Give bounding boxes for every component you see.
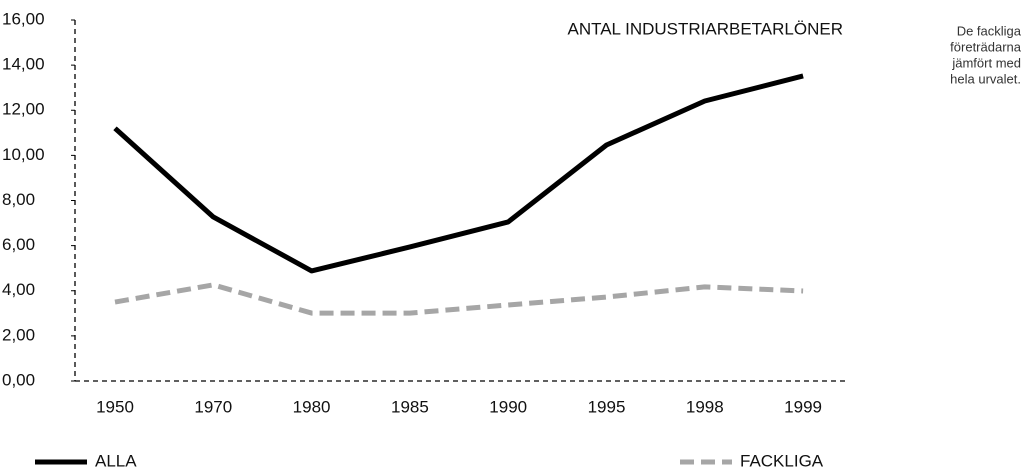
y-tick-label: 6,00 [2,235,35,254]
x-tick-label: 1999 [784,397,822,416]
legend-label: FACKLIGA [740,451,824,470]
y-tick-label: 12,00 [2,100,45,119]
y-tick-label: 2,00 [2,325,35,344]
y-tick-label: 10,00 [2,145,45,164]
chart-title: ANTAL INDUSTRIARBETARLÖNER [567,19,843,38]
y-tick-label: 0,00 [2,370,35,389]
series-line [114,282,804,316]
x-tick-label: 1985 [391,397,429,416]
y-tick-label: 4,00 [2,280,35,299]
x-tick-label: 1990 [489,397,527,416]
x-tick-label: 1950 [96,397,134,416]
legend-label: ALLA [95,451,137,470]
y-tick-label: 8,00 [2,190,35,209]
side-note: De fackliga [957,23,1022,38]
side-note: jämfört med [951,55,1021,70]
x-tick-label: 1970 [194,397,232,416]
x-tick-label: 1980 [293,397,331,416]
series-line [113,73,804,274]
x-tick-label: 1998 [686,397,724,416]
y-tick-label: 14,00 [2,55,45,74]
y-tick-label: 16,00 [2,9,45,28]
x-tick-label: 1995 [588,397,626,416]
side-note: företrädarna [950,39,1022,54]
side-note: hela urvalet. [950,71,1021,86]
